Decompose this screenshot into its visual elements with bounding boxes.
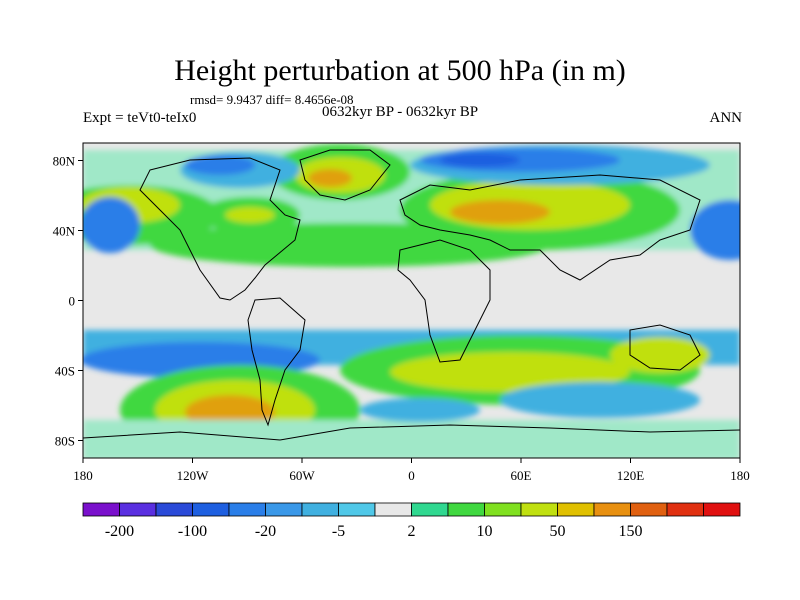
lat-tick-label: 80N [53, 154, 76, 169]
colorbar-label: 2 [408, 523, 416, 540]
colorbar-swatch [666, 502, 704, 517]
colorbar-swatch [265, 502, 303, 517]
longitude-axis: 180 120W 60W 0 60E 120E 180 [73, 458, 750, 483]
colorbar-label: 150 [619, 523, 643, 540]
colorbar-label: -5 [332, 523, 345, 540]
colorbar-label: 50 [550, 523, 566, 540]
lon-tick-label: 180 [730, 468, 750, 483]
season-label: ANN [709, 110, 743, 126]
lat-tick-label: 40S [55, 364, 75, 379]
colorbar-swatch [557, 502, 595, 517]
colorbar-swatch [155, 502, 193, 517]
lon-tick-label: 0 [408, 468, 415, 483]
colorbar-label: 10 [477, 523, 493, 540]
colorbar-swatch [119, 502, 157, 517]
north-america-outline [139, 157, 301, 301]
africa-outline [397, 239, 491, 363]
stats-label: rmsd= 9.9437 diff= 8.4656e-08 [190, 92, 354, 107]
colorbar-swatch [447, 502, 485, 517]
lat-tick-label: 80S [55, 434, 75, 449]
lat-tick-label: 0 [69, 294, 76, 309]
lon-tick-label: 180 [73, 468, 93, 483]
colorbar-swatch [703, 502, 741, 517]
colorbar-swatch [484, 502, 522, 517]
colorbar: -200 -100 -20 -5 2 10 50 150 [82, 502, 741, 540]
colorbar-swatch [338, 502, 376, 517]
colorbar-label: -20 [255, 523, 276, 540]
field-shading [83, 144, 740, 458]
australia-outline [629, 324, 701, 371]
colorbar-swatch [630, 502, 668, 517]
lat-tick-label: 40N [53, 224, 76, 239]
antarctica-outline [279, 424, 740, 441]
lon-tick-label: 60E [511, 468, 532, 483]
eurasia-outline [399, 174, 701, 281]
plot-title: Height perturbation at 500 hPa (in m) [174, 54, 626, 87]
colorbar-swatch [301, 502, 339, 517]
south-america-outline [247, 297, 306, 427]
lon-tick-label: 60W [289, 468, 315, 483]
colorbar-swatch [520, 502, 558, 517]
colorbar-swatch [228, 502, 266, 517]
colorbar-swatch [411, 502, 449, 517]
latitude-axis: 80N 40N 0 40S 80S [53, 154, 83, 449]
colorbar-swatch [593, 502, 631, 517]
lon-tick-label: 120W [177, 468, 210, 483]
period-label: 0632kyr BP - 0632kyr BP [321, 104, 479, 120]
greenland-outline [299, 149, 391, 201]
colorbar-swatch [82, 502, 120, 517]
colorbar-swatch [374, 502, 412, 517]
experiment-label: Expt = teVt0-teIx0 [83, 110, 197, 126]
coastlines [83, 149, 740, 441]
colorbar-label: -100 [178, 523, 207, 540]
antarctica-outline-west [83, 431, 281, 441]
colorbar-label: -200 [105, 523, 134, 540]
lon-tick-label: 120E [617, 468, 645, 483]
height-field [83, 143, 740, 458]
colorbar-swatch [192, 502, 230, 517]
